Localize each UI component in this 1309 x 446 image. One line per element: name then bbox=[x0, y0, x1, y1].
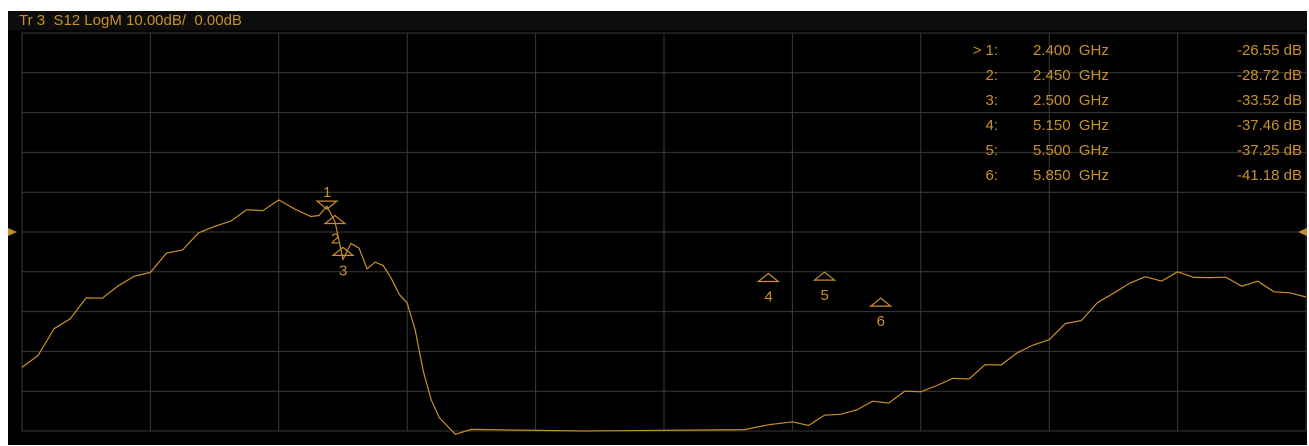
marker-table-freq-2: 2.450 GHz bbox=[1033, 67, 1109, 84]
marker-table-index-1: > 1: bbox=[973, 42, 998, 59]
marker-triangle-1 bbox=[315, 200, 339, 210]
reference-arrow-right bbox=[1298, 228, 1307, 236]
marker-table-freq-1: 2.400 GHz bbox=[1033, 42, 1109, 59]
marker-triangle-4 bbox=[756, 272, 781, 283]
marker-table-value-3: -33.52 dB bbox=[1237, 92, 1302, 109]
reference-arrow-left bbox=[8, 228, 17, 236]
marker-triangle-2 bbox=[323, 214, 347, 225]
marker-label-3: 3 bbox=[339, 262, 347, 279]
marker-triangle-5 bbox=[812, 271, 837, 281]
trace-header-label: Tr 3 S12 LogM 10.00dB/ 0.00dB bbox=[19, 12, 242, 29]
marker-table-index-2: 2: bbox=[985, 67, 998, 84]
marker-table-value-2: -28.72 dB bbox=[1237, 67, 1302, 84]
marker-label-5: 5 bbox=[821, 287, 829, 304]
marker-triangle-6 bbox=[868, 297, 893, 307]
marker-label-4: 4 bbox=[764, 288, 772, 305]
marker-table-freq-5: 5.500 GHz bbox=[1033, 142, 1109, 159]
marker-label-2: 2 bbox=[331, 231, 339, 248]
marker-table-value-1: -26.55 dB bbox=[1237, 42, 1302, 59]
trace-line bbox=[21, 199, 1307, 435]
marker-table-index-6: 6: bbox=[985, 167, 998, 184]
marker-table-freq-4: 5.150 GHz bbox=[1033, 117, 1109, 134]
marker-table-freq-6: 5.850 GHz bbox=[1033, 167, 1109, 184]
top-strip bbox=[0, 0, 1309, 10]
marker-table-index-5: 5: bbox=[985, 142, 998, 159]
marker-table-value-6: -41.18 dB bbox=[1237, 167, 1302, 184]
marker-triangle-3 bbox=[331, 246, 355, 256]
marker-table-value-4: -37.46 dB bbox=[1237, 117, 1302, 134]
marker-table-index-3: 3: bbox=[985, 92, 998, 109]
marker-table-index-4: 4: bbox=[985, 117, 998, 134]
marker-label-1: 1 bbox=[323, 184, 331, 201]
marker-table-value-5: -37.25 dB bbox=[1237, 142, 1302, 159]
marker-table-freq-3: 2.500 GHz bbox=[1033, 92, 1109, 109]
marker-label-6: 6 bbox=[877, 313, 885, 330]
trace-panel: Tr 3 S12 LogM 10.00dB/ 0.00dB 1 2 3 4 5 6 > 1:… bbox=[8, 11, 1307, 445]
trace-header-bar[interactable]: Tr 3 S12 LogM 10.00dB/ 0.00dB bbox=[8, 11, 1307, 30]
